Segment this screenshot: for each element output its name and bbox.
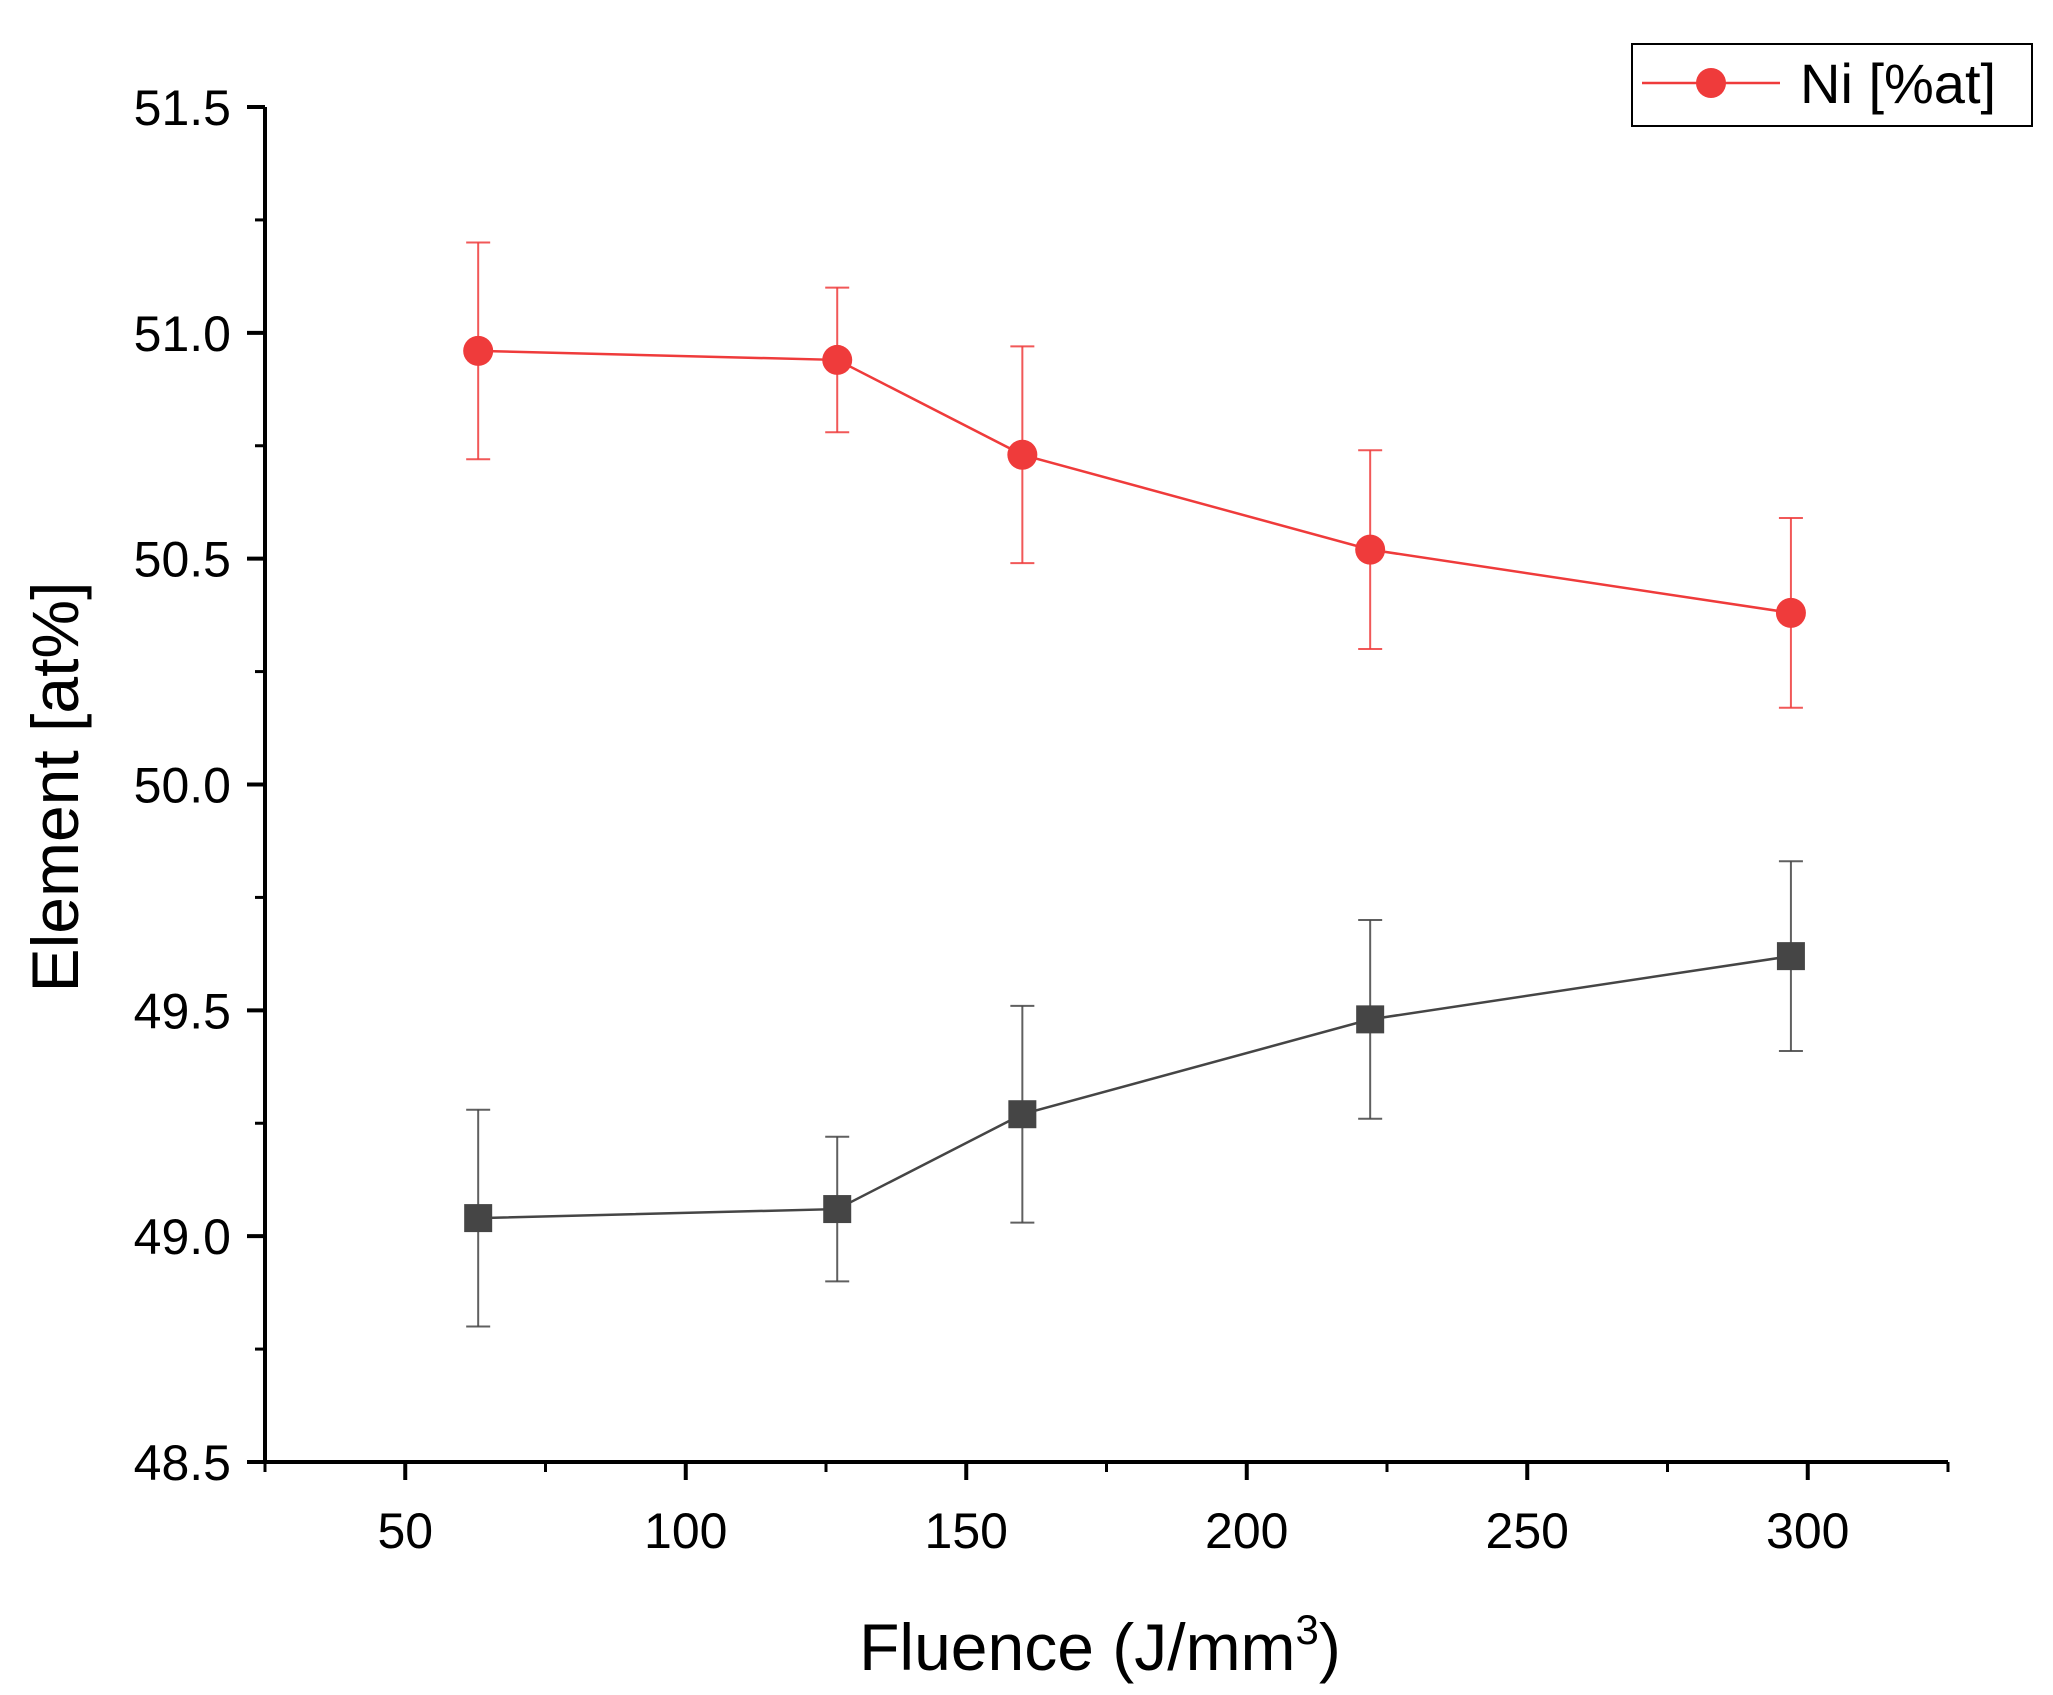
y-axis-title: Element [at%] — [18, 582, 92, 993]
data-point — [1007, 439, 1038, 470]
y-tick-label: 51.5 — [134, 80, 231, 136]
data-point — [464, 1204, 493, 1233]
data-point — [463, 335, 494, 366]
y-tick-label: 51.0 — [134, 306, 231, 362]
y-tick-label: 50.5 — [134, 532, 231, 588]
legend: Ni [%at] — [1631, 43, 2033, 127]
data-point — [823, 1195, 852, 1224]
series-layer — [463, 241, 1806, 1328]
data-point — [822, 344, 853, 375]
data-point — [1356, 1005, 1385, 1034]
x-axis-title-suffix: ) — [1319, 1610, 1341, 1684]
data-point — [1355, 534, 1386, 565]
data-point — [1008, 1100, 1037, 1129]
legend-marker — [1696, 68, 1726, 98]
x-tick-label: 300 — [1766, 1503, 1849, 1559]
legend-label: Ni [%at] — [1800, 52, 1996, 115]
y-tick-label: 49.0 — [134, 1209, 231, 1265]
x-axis-title-superscript: 3 — [1296, 1606, 1319, 1653]
x-tick-label: 200 — [1205, 1503, 1288, 1559]
y-tick-label: 49.5 — [134, 983, 231, 1039]
x-axis-title: Fluence (J/mm3) — [859, 1606, 1341, 1684]
x-axis-title-main: Fluence (J/mm — [859, 1610, 1295, 1684]
y-tick-label: 50.0 — [134, 758, 231, 814]
data-point — [1775, 597, 1806, 628]
series-ni-at — [463, 241, 1806, 709]
data-point — [1776, 942, 1805, 971]
x-tick-label: 250 — [1486, 1503, 1569, 1559]
series-ti — [464, 860, 1805, 1328]
axes: 50 100 150 200 250 300 48.5 49.0 49.5 50.0 50.5 51.… — [134, 80, 1950, 1559]
y-tick-label: 48.5 — [134, 1435, 231, 1491]
x-tick-label: 100 — [644, 1503, 727, 1559]
x-tick-label: 150 — [925, 1503, 1008, 1559]
x-tick-label: 50 — [377, 1503, 433, 1559]
